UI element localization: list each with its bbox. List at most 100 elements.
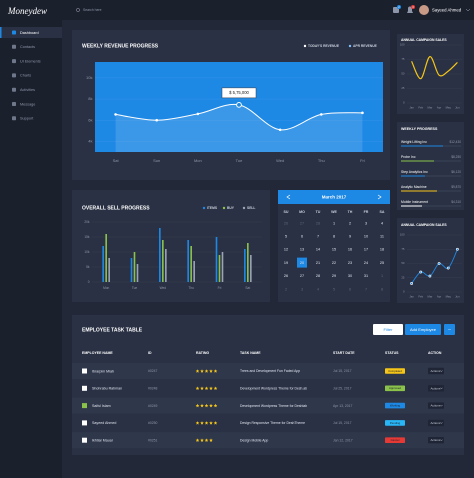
day[interactable]: 4 <box>317 287 319 291</box>
day[interactable]: 15 <box>332 248 336 252</box>
mail-icon[interactable] <box>393 7 399 13</box>
day[interactable]: 20 <box>300 261 304 265</box>
day[interactable]: 31 <box>364 274 368 278</box>
day[interactable]: 5 <box>333 287 335 291</box>
y-tick-label: 75 <box>401 247 405 251</box>
day[interactable]: 5 <box>285 235 287 239</box>
bar <box>162 240 164 282</box>
action-label[interactable]: Actions <box>431 369 441 373</box>
menu-icon[interactable] <box>12 87 16 92</box>
checkbox[interactable] <box>82 368 87 374</box>
menu-icon[interactable] <box>12 30 16 35</box>
day[interactable]: 8 <box>333 235 335 239</box>
day[interactable]: 10 <box>364 235 368 239</box>
menu-icon[interactable] <box>12 44 16 49</box>
day[interactable]: 26 <box>284 274 288 278</box>
menu-item[interactable]: UI Elements <box>20 59 41 63</box>
action-label[interactable]: Actions <box>431 386 441 390</box>
day[interactable]: 2 <box>349 221 351 225</box>
menu-item[interactable]: Charts <box>20 74 31 78</box>
day[interactable]: 14 <box>316 248 320 252</box>
add-button[interactable] <box>405 324 441 335</box>
task-name: Design Mobile App <box>240 438 268 442</box>
user-name[interactable]: Sayeed Ahmed <box>432 7 462 12</box>
action-caret[interactable] <box>440 387 443 390</box>
menu-icon[interactable] <box>12 59 16 64</box>
action-label[interactable]: Actions <box>431 438 441 442</box>
day[interactable]: 27 <box>300 221 304 225</box>
menu-icon[interactable] <box>12 73 16 78</box>
prev-month[interactable] <box>286 194 291 200</box>
action-caret[interactable] <box>440 404 443 407</box>
day[interactable]: 9 <box>349 235 351 239</box>
filter-label[interactable]: Filter <box>384 327 394 332</box>
checkbox[interactable] <box>82 420 87 426</box>
x-tick-label: Jan <box>409 295 414 299</box>
action-caret[interactable] <box>440 422 443 424</box>
action-button[interactable] <box>428 367 444 375</box>
checkbox[interactable] <box>82 403 87 409</box>
day[interactable]: 6 <box>349 287 351 291</box>
day[interactable]: 8 <box>381 287 383 291</box>
point <box>437 262 441 265</box>
action-caret[interactable] <box>440 370 443 372</box>
day[interactable]: 16 <box>348 248 352 252</box>
day[interactable]: 7 <box>365 287 367 291</box>
progress-name: Analytic Machine <box>401 185 427 189</box>
day[interactable]: 23 <box>348 261 352 265</box>
day[interactable]: 24 <box>364 261 368 265</box>
day[interactable]: 22 <box>332 261 336 265</box>
more-label[interactable]: ... <box>448 326 451 331</box>
day[interactable]: 19 <box>284 261 288 265</box>
menu-icon[interactable] <box>12 102 16 106</box>
menu-item[interactable]: Activities <box>20 88 35 92</box>
action-caret[interactable] <box>440 439 443 442</box>
menu-item[interactable]: Message <box>20 102 35 106</box>
menu-item[interactable]: Contacts <box>20 45 35 49</box>
action-label[interactable]: Actions <box>431 404 441 408</box>
day[interactable]: 13 <box>300 248 304 252</box>
action-button[interactable] <box>428 437 444 444</box>
day[interactable]: 11 <box>380 235 384 239</box>
day[interactable]: 3 <box>301 287 303 291</box>
day[interactable]: 30 <box>348 274 352 278</box>
day[interactable]: 12 <box>284 248 288 252</box>
day[interactable]: 28 <box>316 274 320 278</box>
day[interactable]: 4 <box>381 221 383 225</box>
day[interactable]: 26 <box>284 221 288 225</box>
day[interactable]: 29 <box>332 274 336 278</box>
action-button[interactable] <box>428 402 444 409</box>
next-month[interactable] <box>377 194 382 200</box>
day[interactable]: 1 <box>333 221 335 225</box>
action-label[interactable]: Actions <box>431 421 441 425</box>
day[interactable]: 28 <box>316 221 320 225</box>
avatar[interactable] <box>419 5 429 15</box>
more-button[interactable] <box>444 324 455 335</box>
menu-item[interactable]: Support <box>20 117 34 121</box>
search-input[interactable]: Search here <box>83 8 102 12</box>
day[interactable]: 6 <box>301 235 303 239</box>
checkbox[interactable] <box>82 385 87 391</box>
star <box>204 369 209 373</box>
action-button[interactable] <box>428 419 444 427</box>
x-tick-label: Apr <box>437 295 441 299</box>
day[interactable]: 7 <box>317 235 319 239</box>
day[interactable]: 25 <box>380 261 384 265</box>
action-button[interactable] <box>428 385 444 392</box>
user-caret[interactable] <box>465 8 471 12</box>
day[interactable]: 2 <box>285 287 287 291</box>
filter-button[interactable] <box>373 324 403 335</box>
menu-icon[interactable] <box>12 116 16 121</box>
add-label[interactable]: Add Employee <box>410 327 437 332</box>
day[interactable]: 18 <box>380 248 384 252</box>
day[interactable]: 17 <box>364 248 368 252</box>
badge-count: 3 <box>412 5 414 9</box>
day[interactable]: 21 <box>316 261 320 265</box>
star <box>209 403 213 408</box>
menu-item[interactable]: Dashboard <box>20 31 39 35</box>
bar <box>108 258 110 282</box>
day[interactable]: 1 <box>381 274 383 278</box>
day[interactable]: 3 <box>365 221 367 225</box>
checkbox[interactable] <box>82 437 87 443</box>
day[interactable]: 27 <box>300 274 304 278</box>
